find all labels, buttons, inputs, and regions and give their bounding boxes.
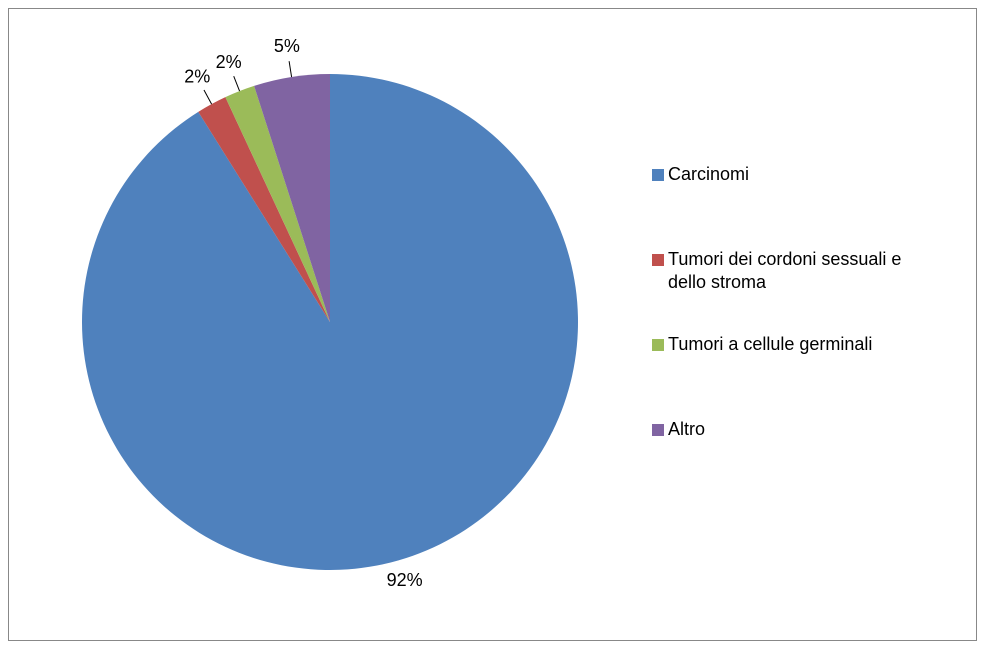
data-label: 5%: [274, 36, 300, 56]
legend-item: Carcinomi: [652, 163, 952, 186]
legend-label: Tumori a cellule germinali: [668, 334, 873, 354]
legend-label: Altro: [668, 419, 706, 439]
pie-slice: [254, 74, 330, 322]
data-label: 2%: [184, 66, 210, 86]
leader-line: [233, 75, 241, 92]
legend-swatch: [652, 424, 664, 436]
legend-label: Carcinomi: [668, 164, 750, 184]
pie-slice: [81, 74, 578, 570]
legend-swatch: [652, 254, 664, 266]
chart-frame: [8, 8, 977, 641]
legend-label: Tumori dei cordoni sessuali e dello stro…: [668, 249, 902, 292]
pie-slice: [198, 97, 330, 322]
legend-swatch: [652, 169, 664, 181]
leader-line: [288, 61, 293, 78]
legend-item: Altro: [652, 418, 952, 441]
legend-item: Tumori dei cordoni sessuali e dello stro…: [652, 248, 952, 294]
pie-slice: [225, 85, 330, 322]
leader-line: [203, 89, 213, 105]
data-label: 2%: [216, 52, 242, 72]
legend-swatch: [652, 339, 664, 351]
data-label: 92%: [387, 570, 423, 590]
legend-item: Tumori a cellule germinali: [652, 333, 952, 356]
